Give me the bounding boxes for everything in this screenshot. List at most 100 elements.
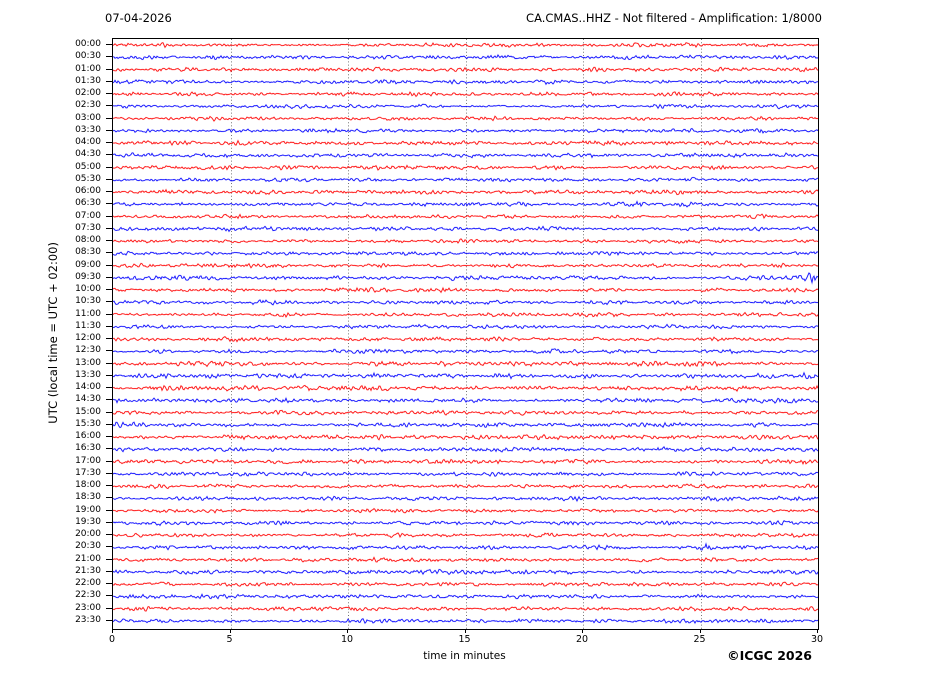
- x-tick-label: 15: [458, 634, 471, 645]
- plot-area: [112, 38, 819, 630]
- y-tick-mark: [106, 546, 112, 548]
- y-tick-mark: [106, 448, 112, 450]
- y-tick-label: 09:30: [75, 271, 101, 282]
- y-tick-label: 16:30: [75, 443, 101, 454]
- y-tick-label: 08:00: [75, 235, 101, 246]
- station-title: CA.CMAS..HHZ - Not filtered - Amplificat…: [526, 11, 822, 25]
- y-tick-mark: [106, 44, 112, 45]
- y-tick-mark: [106, 570, 112, 572]
- y-tick-label: 15:30: [75, 418, 101, 429]
- y-tick-label: 13:30: [75, 369, 101, 380]
- x-tick-labels: 0 5 10 15 20 25 30: [109, 634, 823, 647]
- x-tick-mark: [229, 629, 231, 633]
- y-tick-mark: [106, 93, 112, 95]
- y-tick-label: 02:30: [75, 100, 101, 111]
- y-tick-mark: [106, 472, 112, 474]
- y-tick-label: 14:00: [75, 382, 101, 393]
- y-tick-mark: [106, 276, 112, 278]
- x-tick-label: 0: [108, 634, 116, 645]
- y-tick-label: 04:00: [75, 137, 101, 148]
- y-tick-mark: [106, 534, 112, 536]
- x-tick-mark: [464, 629, 466, 633]
- y-tick-label: 16:00: [75, 431, 101, 442]
- y-tick-label: 19:30: [75, 516, 101, 527]
- y-tick-label: 18:00: [75, 480, 101, 491]
- y-tick-label: 21:30: [75, 565, 101, 576]
- y-tick-label: 03:30: [75, 124, 101, 135]
- y-tick-mark: [106, 80, 112, 82]
- y-tick-label: 23:00: [75, 602, 101, 613]
- y-tick-mark: [106, 509, 112, 511]
- y-tick-label: 15:00: [75, 406, 101, 417]
- y-tick-mark: [106, 350, 112, 352]
- y-tick-mark: [106, 521, 112, 523]
- y-tick-mark: [106, 142, 112, 144]
- y-tick-mark: [106, 203, 112, 205]
- y-tick-label: 07:00: [75, 210, 101, 221]
- y-tick-label: 11:00: [75, 308, 101, 319]
- y-tick-mark: [106, 178, 112, 180]
- x-tick-mark: [347, 629, 348, 633]
- y-tick-label: 05:00: [75, 161, 101, 172]
- date-title: 07-04-2026: [105, 11, 172, 25]
- y-tick-label: 06:30: [75, 198, 101, 209]
- y-tick-mark: [106, 227, 112, 229]
- x-tick-label: 25: [693, 634, 706, 645]
- y-tick-mark: [106, 154, 112, 156]
- y-tick-mark: [106, 411, 112, 413]
- y-tick-mark: [106, 68, 112, 70]
- y-tick-label: 01:30: [75, 75, 101, 86]
- y-tick-label: 00:30: [75, 51, 101, 62]
- y-tick-label: 18:30: [75, 492, 101, 503]
- y-tick-label: 07:30: [75, 222, 101, 233]
- y-tick-mark: [106, 301, 112, 303]
- y-tick-label: 10:00: [75, 284, 101, 295]
- y-tick-mark: [106, 240, 112, 242]
- y-tick-label: 00:00: [75, 39, 101, 49]
- y-tick-label: 09:00: [75, 259, 101, 270]
- y-tick-mark: [106, 338, 112, 340]
- y-tick-label: 03:00: [75, 112, 101, 123]
- y-tick-mark: [106, 436, 112, 438]
- y-tick-mark: [106, 485, 112, 487]
- y-tick-mark: [106, 399, 112, 401]
- y-tick-mark: [106, 215, 112, 217]
- helicorder-canvas: [113, 39, 818, 629]
- copyright-credit: ©ICGC 2026: [727, 648, 812, 663]
- y-tick-label: 17:30: [75, 467, 101, 478]
- y-tick-label: 17:00: [75, 455, 101, 466]
- y-tick-mark: [106, 313, 112, 315]
- y-tick-label: 23:30: [75, 615, 101, 625]
- y-tick-mark: [106, 595, 112, 597]
- x-tick-mark: [582, 629, 583, 633]
- y-tick-mark: [106, 289, 112, 291]
- y-tick-labels: 00:00 00:30 01:00 01:30 02:00 02:30 03:00 03:30…: [0, 38, 101, 630]
- y-tick-label: 20:30: [75, 541, 101, 552]
- y-tick-mark: [106, 423, 112, 425]
- y-tick-mark: [106, 362, 112, 364]
- y-tick-label: 11:30: [75, 320, 101, 331]
- y-tick-label: 08:30: [75, 247, 101, 258]
- y-tick-mark: [106, 607, 112, 609]
- y-tick-label: 13:00: [75, 357, 101, 368]
- x-tick-label: 5: [226, 634, 233, 645]
- y-tick-mark: [106, 620, 112, 621]
- y-tick-label: 22:30: [75, 590, 101, 601]
- y-tick-mark: [106, 387, 112, 389]
- x-tick-label: 10: [340, 634, 354, 645]
- y-tick-label: 20:00: [75, 529, 101, 540]
- y-tick-mark: [106, 558, 112, 560]
- y-tick-mark: [106, 374, 112, 376]
- y-tick-label: 12:30: [75, 345, 101, 356]
- y-tick-label: 04:30: [75, 149, 101, 160]
- y-tick-label: 05:30: [75, 173, 101, 184]
- y-tick-mark: [106, 166, 112, 168]
- x-tick-label: 30: [810, 634, 824, 645]
- y-tick-label: 19:00: [75, 504, 101, 515]
- y-tick-mark: [106, 460, 112, 462]
- y-tick-label: 10:30: [75, 296, 101, 307]
- y-tick-label: 14:30: [75, 394, 101, 405]
- x-axis-label: time in minutes: [423, 650, 506, 662]
- y-tick-marks: [106, 38, 112, 630]
